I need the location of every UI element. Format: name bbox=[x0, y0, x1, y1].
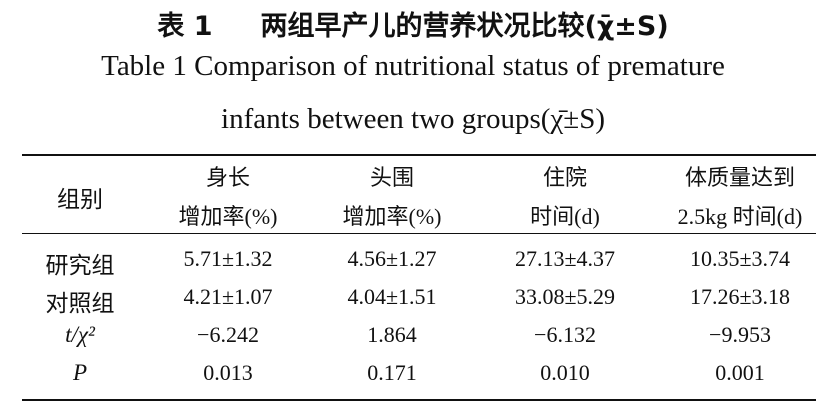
data-cell: −9.953 bbox=[709, 322, 771, 347]
data-cell: 4.56±1.27 bbox=[347, 246, 437, 271]
data-cell: 17.26±3.18 bbox=[689, 284, 791, 309]
header-cell: 增加率(%) bbox=[342, 204, 442, 229]
data-cell: 5.71±1.32 bbox=[183, 246, 273, 271]
data-cell: 0.013 bbox=[203, 360, 253, 385]
data-cell: 0.001 bbox=[715, 360, 765, 385]
header-cell: 2.5kg 时间(d) bbox=[677, 204, 803, 229]
data-cell: −6.242 bbox=[197, 322, 259, 347]
data-cell: 10.35±3.74 bbox=[689, 246, 791, 271]
data-cell: 0.010 bbox=[540, 360, 590, 385]
header-cell: 住院 bbox=[542, 165, 588, 190]
header-cell: 体质量达到 bbox=[684, 165, 796, 190]
header-cell: 增加率(%) bbox=[178, 204, 278, 229]
data-cell: 27.13±4.37 bbox=[514, 246, 616, 271]
header-cell: 组别 bbox=[57, 187, 103, 212]
row-label: P bbox=[72, 360, 88, 385]
data-cell: 1.864 bbox=[367, 322, 417, 347]
data-cell: 33.08±5.29 bbox=[514, 284, 616, 309]
table-number: 表 1 bbox=[157, 11, 213, 42]
english-title: infants between two groups(χ̄±S) bbox=[221, 103, 605, 135]
row-label: 对照组 bbox=[45, 291, 115, 316]
data-cell: 0.171 bbox=[367, 360, 417, 385]
header-cell: 头围 bbox=[369, 165, 415, 190]
data-cell: 4.04±1.51 bbox=[347, 284, 437, 309]
header-cell: 时间(d) bbox=[530, 204, 600, 229]
data-cell: 4.21±1.07 bbox=[183, 284, 273, 309]
table-title: 表 1 两组早产儿的营养状况比较(χ̄±S) bbox=[0, 4, 826, 43]
english-title: Table 1 Comparison of nutritional status… bbox=[101, 50, 725, 82]
data-cell: −6.132 bbox=[534, 322, 596, 347]
top-rule bbox=[22, 154, 816, 156]
table-title-text: 两组早产儿的营养状况比较(χ̄±S) bbox=[260, 11, 669, 42]
bottom-rule bbox=[22, 399, 816, 401]
header-rule bbox=[22, 233, 816, 234]
row-label: 研究组 bbox=[45, 253, 115, 278]
header-cell: 身长 bbox=[205, 165, 251, 190]
row-label: t/χ² bbox=[65, 322, 95, 347]
